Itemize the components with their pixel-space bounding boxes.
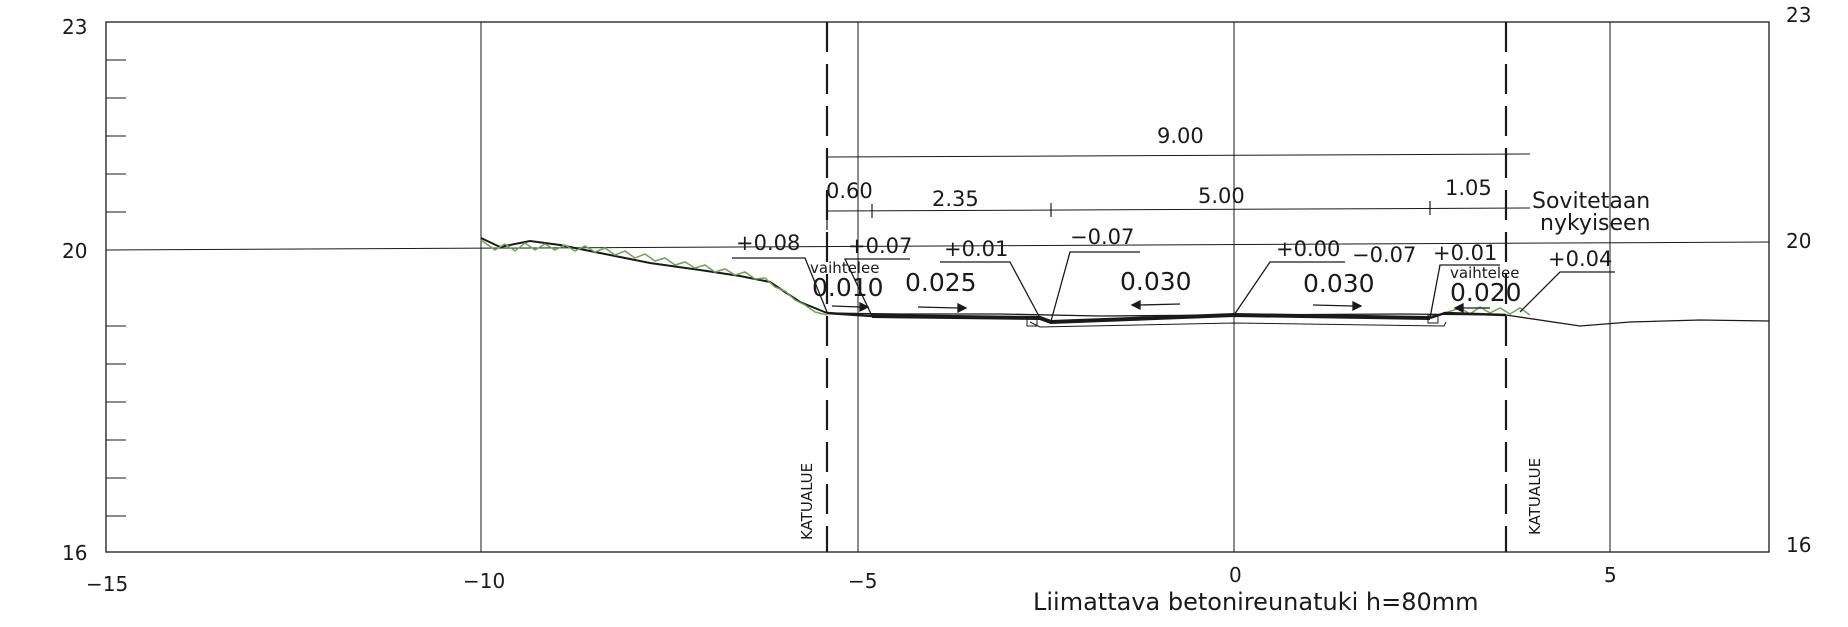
dimension-segment-label: 5.00: [1198, 184, 1245, 208]
grass-hatch-left: [480, 239, 828, 316]
slope-label: 0.025: [905, 268, 977, 297]
y-right-label-23: 23: [1786, 3, 1811, 27]
x-label-0: 0: [1229, 563, 1242, 587]
elevation-label: −0.07: [1352, 243, 1416, 267]
left-axis-ticks: [106, 59, 126, 517]
segment-ticks: [826, 200, 1507, 230]
elevation-label: +0.01: [944, 237, 1008, 261]
elevation-label: +0.01: [1433, 241, 1497, 265]
elevation-label: +0.08: [736, 231, 800, 255]
elevation-leaders: [732, 251, 1615, 322]
dimension-segment-label: 2.35: [932, 187, 979, 211]
x-label-minus10: −10: [463, 569, 505, 593]
note-vaihtelee-left: vaihtelee: [810, 259, 879, 277]
road-surface: [871, 312, 1431, 325]
elevation-label: +0.04: [1548, 247, 1612, 271]
y-right-label-20: 20: [1786, 229, 1811, 253]
note-vaihtelee-right: vaihtelee: [1450, 264, 1519, 282]
x-label-minus15: −15: [86, 572, 128, 596]
slope-arrows: [831, 299, 1490, 314]
plot-frame: [105, 21, 1770, 553]
dimension-segment-label: 0.60: [826, 179, 873, 203]
drawing-caption: Liimattava betonireunatuki h=80mm: [1033, 588, 1479, 616]
katualue-label-left: KATUALUE: [798, 463, 816, 540]
slope-label: 0.030: [1120, 267, 1192, 296]
curb-right: [1427, 314, 1439, 324]
existing-ground-line: [826, 312, 1770, 327]
elevation-label: +0.07: [848, 234, 912, 258]
y-left-label-20: 20: [62, 239, 87, 263]
y-right-label-16: 16: [1786, 533, 1811, 557]
structure-layer-bottom: [1029, 321, 1447, 328]
curb-left: [1026, 317, 1038, 327]
note-sovitetaan-line2: nykyiseen: [1540, 211, 1651, 236]
grid-line-elev-20: [105, 241, 1770, 251]
walkway-surface-right: [1429, 311, 1507, 320]
x-label-minus5: −5: [848, 569, 877, 593]
walkway-surface-left: [826, 311, 873, 318]
slope-label: 0.020: [1450, 278, 1522, 307]
dimension-line-segments: [826, 207, 1531, 212]
dimension-total-label: 9.00: [1157, 124, 1204, 148]
note-sovitetaan-line1: Sovitetaan: [1532, 189, 1650, 214]
x-label-5: 5: [1604, 563, 1617, 587]
slope-label: 0.030: [1303, 269, 1375, 298]
elevation-label: +0.00: [1276, 237, 1340, 261]
y-left-label-16: 16: [62, 541, 87, 565]
dimension-line-total: [826, 153, 1531, 158]
dimension-segment-label: 1.05: [1445, 176, 1492, 200]
slope-label: 0.010: [812, 273, 884, 302]
y-left-label-23: 23: [62, 15, 87, 39]
katualue-label-right: KATUALUE: [1526, 458, 1544, 535]
elevation-label: −0.07: [1070, 225, 1134, 249]
